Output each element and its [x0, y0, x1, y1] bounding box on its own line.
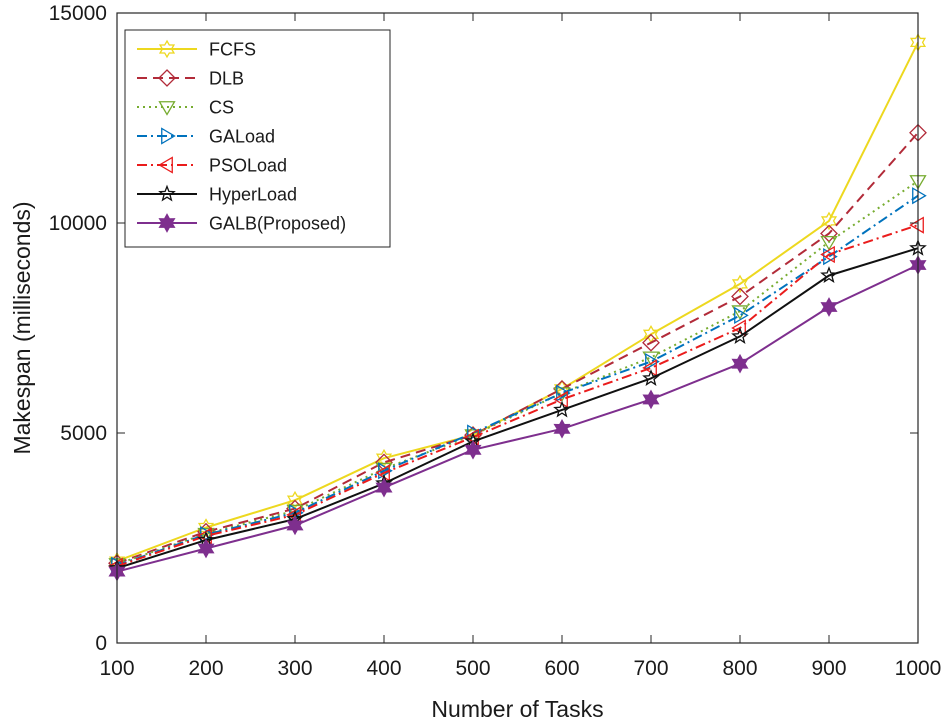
legend-diamond-icon	[158, 69, 176, 87]
legend-label: GALoad	[209, 127, 275, 147]
legend-label: DLB	[209, 69, 244, 89]
x-tick-label: 800	[722, 657, 757, 680]
data-point-triangle-down-icon	[197, 527, 215, 543]
x-tick-label: 400	[366, 657, 401, 680]
y-tick-label: 10000	[49, 212, 107, 235]
x-tick-label: 600	[544, 657, 579, 680]
data-point-triangle-left-icon	[909, 216, 924, 234]
legend-label: PSOLoad	[209, 156, 287, 176]
data-point-pentagram-icon	[731, 327, 749, 344]
data-point-pentagram-icon	[642, 369, 660, 386]
data-point-filled-hexagram-icon	[286, 515, 304, 536]
legend-entry: PSOLoad	[137, 156, 287, 176]
y-axis-label: Makespan (milliseconds)	[9, 201, 35, 454]
legend-label: CS	[209, 98, 234, 118]
data-point-triangle-down-icon	[642, 351, 660, 367]
x-tick-label: 1000	[895, 657, 942, 680]
x-tick-label: 500	[455, 657, 490, 680]
data-point-triangle-left-icon	[375, 464, 390, 482]
x-axis-label: Number of Tasks	[431, 696, 603, 722]
data-point-triangle-right-icon	[556, 384, 571, 402]
legend: FCFS DLB CS GALoad PSOLoad HyperLoad GALB(Prop…	[124, 29, 391, 248]
legend-entry: CS	[137, 98, 234, 118]
data-point-triangle-right-icon	[912, 187, 927, 205]
x-tick-label: 700	[633, 657, 668, 680]
data-point-filled-hexagram-icon	[464, 439, 482, 460]
data-point-triangle-right-icon	[645, 352, 660, 371]
legend-hexagram-icon	[158, 39, 176, 59]
plot-area-frame	[116, 12, 919, 644]
legend-entry: GALB(Proposed)	[137, 213, 346, 234]
data-point-triangle-down-icon	[820, 235, 838, 251]
legend-entry: GALoad	[137, 127, 275, 147]
series-line	[116, 180, 919, 565]
series-line	[116, 247, 919, 570]
y-tick-label: 5000	[60, 422, 107, 445]
series-galb-proposed-	[108, 255, 927, 582]
y-tick-label: 15000	[49, 2, 107, 25]
legend-entry: HyperLoad	[137, 185, 297, 205]
legend-pentagram-icon	[158, 184, 176, 202]
legend-triangle-right-icon	[161, 127, 176, 145]
data-point-diamond-icon	[642, 333, 660, 352]
series-line	[116, 264, 919, 573]
legend-entry: FCFS	[137, 40, 256, 60]
data-point-filled-hexagram-icon	[553, 418, 571, 439]
data-point-filled-hexagram-icon	[642, 389, 660, 410]
data-point-pentagram-icon	[553, 400, 571, 418]
legend-label: FCFS	[209, 40, 256, 60]
x-tick-label: 200	[188, 657, 223, 680]
series-line	[116, 194, 919, 567]
legend-triangle-left-icon	[158, 156, 173, 174]
data-point-filled-hexagram-icon	[375, 477, 393, 498]
x-tick-label: 300	[277, 657, 312, 680]
data-point-triangle-down-icon	[731, 305, 749, 320]
data-point-filled-hexagram-icon	[731, 353, 749, 374]
data-point-triangle-left-icon	[553, 390, 568, 409]
series-gaload	[111, 187, 927, 574]
data-point-triangle-right-icon	[378, 462, 393, 480]
legend-label: HyperLoad	[209, 185, 297, 205]
data-point-triangle-right-icon	[823, 247, 838, 266]
legend-filled-hexagram-icon	[158, 213, 176, 233]
data-point-pentagram-icon	[820, 266, 838, 284]
data-point-filled-hexagram-icon	[197, 538, 215, 559]
legend-triangle-down-icon	[158, 101, 176, 116]
series-line	[116, 41, 919, 563]
legend-entry: DLB	[137, 69, 244, 89]
y-tick-label: 0	[95, 632, 107, 655]
data-point-filled-hexagram-icon	[820, 297, 838, 317]
data-point-triangle-left-icon	[642, 359, 657, 377]
series-line	[116, 224, 919, 568]
data-point-hexagram-icon	[731, 274, 749, 294]
data-point-hexagram-icon	[820, 211, 838, 231]
legend-label: GALB(Proposed)	[209, 214, 346, 234]
data-point-triangle-right-icon	[734, 306, 749, 325]
data-point-triangle-left-icon	[820, 245, 835, 264]
x-tick-label: 900	[811, 657, 846, 680]
data-point-diamond-icon	[731, 287, 749, 306]
data-point-triangle-right-icon	[289, 504, 304, 522]
x-tick-label: 100	[99, 657, 134, 680]
